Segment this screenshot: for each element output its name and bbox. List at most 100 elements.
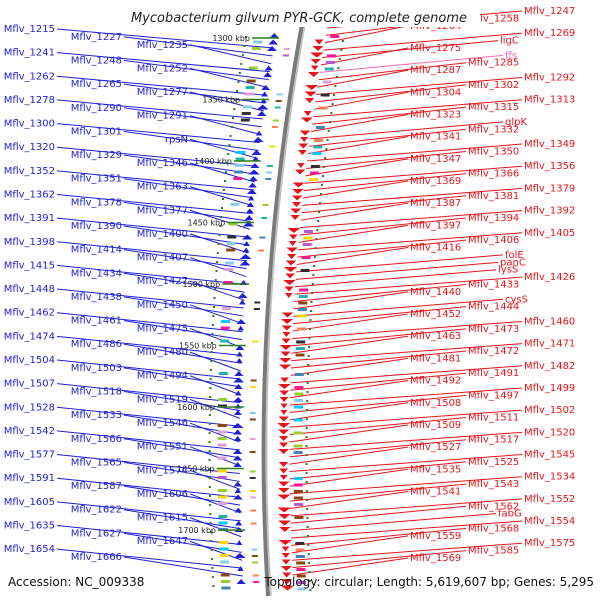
gene-label-right: Mflv_1287	[410, 65, 461, 76]
gene-connector-left	[123, 225, 249, 246]
gene-connector-right	[299, 210, 523, 229]
feature-band-outer-right	[295, 353, 305, 357]
gene-connector-right	[289, 431, 523, 450]
reverse-gene-arrow	[296, 163, 305, 168]
reverse-gene-arrow	[280, 377, 289, 383]
feature-band-outer-right	[303, 236, 313, 240]
kbp-label: 1500 kbp	[182, 280, 220, 289]
tick-dot-left	[229, 135, 232, 137]
gene-connector-left	[189, 304, 244, 325]
feature-band-outer-right	[300, 269, 310, 272]
gene-label-right: Mflv_1379	[524, 183, 575, 194]
gene-connector-right	[290, 357, 409, 376]
feature-band-outer-right	[294, 503, 304, 506]
tick-dot-left	[215, 270, 218, 272]
gene-label-left: Mflv_1494	[137, 371, 188, 382]
reverse-gene-arrow	[280, 410, 288, 415]
gene-label-right: Mflv_1392	[524, 206, 575, 217]
gene-label-left: Mflv_1378	[71, 197, 122, 208]
gene-connector-right	[323, 32, 523, 51]
gene-label-left: Mflv_1450	[137, 300, 188, 311]
forward-gene-arrow	[269, 33, 279, 38]
tick-dot-left	[227, 153, 230, 155]
gene-connector-right	[291, 527, 467, 546]
kbp-label: 1650 kbp	[177, 465, 215, 474]
reverse-gene-arrow	[279, 345, 293, 350]
gene-connector-right	[309, 121, 504, 140]
gene-label-left: Mflv_1528	[4, 402, 55, 413]
gene-label-right: Mflv_1387	[410, 198, 461, 209]
gene-label-right: Mflv_1285	[468, 58, 519, 69]
gene-connector-left	[123, 201, 251, 222]
forward-gene-arrow	[235, 345, 245, 350]
gene-label-right: Mflv_1269	[524, 28, 575, 39]
gene-label-right: Mflv_1481	[410, 353, 461, 364]
gene-label-right: Mflv_1341	[410, 132, 461, 143]
gene-label-left: Mflv_1407	[137, 253, 188, 264]
reverse-gene-arrow	[280, 585, 295, 591]
gene-connector-right	[289, 439, 467, 458]
gene-label-right: Mflv_1527	[410, 442, 461, 453]
feature-band-inner	[272, 119, 279, 122]
gene-connector-left	[56, 548, 243, 569]
genome-summary-text: Topology: circular; Length: 5,619,607 bp…	[264, 575, 594, 589]
title-backdrop	[118, 7, 480, 27]
feature-band-inner	[250, 379, 257, 382]
gene-label-right: Mflv_1369	[410, 176, 461, 187]
reverse-gene-arrow	[300, 137, 309, 142]
gene-label-left: Mflv_1377	[137, 205, 188, 216]
gene-connector-right	[289, 468, 409, 487]
gene-label-left: Mflv_1227	[71, 32, 122, 43]
tick-dot-left	[216, 261, 219, 263]
gene-connector-right	[290, 505, 467, 524]
gene-label-left: Mflv_1434	[71, 268, 122, 279]
gene-connector-left	[189, 280, 245, 301]
gene-label-right: Mflv_1517	[468, 435, 519, 446]
gene-connector-right	[290, 365, 523, 384]
feature-band-outer-left	[248, 66, 258, 70]
feature-band-inner	[274, 106, 281, 109]
gene-label-right: Mflv_1541	[410, 486, 461, 497]
feature-band-inner	[249, 438, 256, 440]
gene-connector-right	[289, 424, 409, 443]
forward-gene-arrow	[236, 351, 243, 357]
reverse-gene-arrow	[278, 520, 291, 526]
feature-band-inner	[266, 171, 273, 174]
gene-label-right: Mflv_1416	[410, 243, 461, 254]
feature-band-outer-right	[293, 483, 303, 487]
forward-gene-arrow	[234, 553, 246, 558]
feature-band-outer-left	[220, 326, 230, 330]
tick-dot-right	[308, 571, 311, 573]
forward-gene-arrow	[234, 488, 242, 493]
reverse-gene-arrow	[277, 494, 291, 500]
reverse-gene-arrow	[294, 169, 306, 175]
tick-dot-right	[305, 427, 308, 429]
feature-band-inner	[253, 308, 260, 310]
feature-band-outer-right	[296, 340, 306, 344]
reverse-gene-arrow	[279, 358, 292, 363]
forward-gene-arrow	[233, 494, 243, 500]
feature-band-outer-right	[295, 548, 305, 552]
gene-connector-left	[56, 501, 241, 522]
gene-label-left: Mflv_1400	[137, 229, 188, 240]
feature-band-inner	[251, 548, 258, 551]
gene-label-right: Mflv_1323	[410, 109, 461, 120]
gene-connector-right	[315, 84, 467, 103]
feature-band-outer-right	[298, 295, 308, 298]
tick-dot-right	[307, 364, 310, 366]
gene-label-left: Mflv_1301	[71, 126, 122, 137]
tick-dot-left	[209, 369, 212, 371]
gene-connector-left	[189, 446, 240, 467]
kbp-label: 1700 kbp	[178, 526, 216, 535]
feature-band-outer-right	[315, 126, 325, 129]
reverse-gene-arrow	[281, 319, 294, 324]
gene-label-right: Mflv_1433	[468, 280, 519, 291]
genome-backbone	[261, 7, 309, 597]
gene-label-left: Mflv_1504	[4, 355, 55, 366]
gene-label-right: Mflv_1569	[410, 553, 461, 564]
gene-connector-left	[189, 209, 251, 230]
tick-dot-right	[306, 373, 309, 375]
gene-connector-right	[291, 520, 523, 539]
tick-dot-left	[209, 387, 212, 389]
